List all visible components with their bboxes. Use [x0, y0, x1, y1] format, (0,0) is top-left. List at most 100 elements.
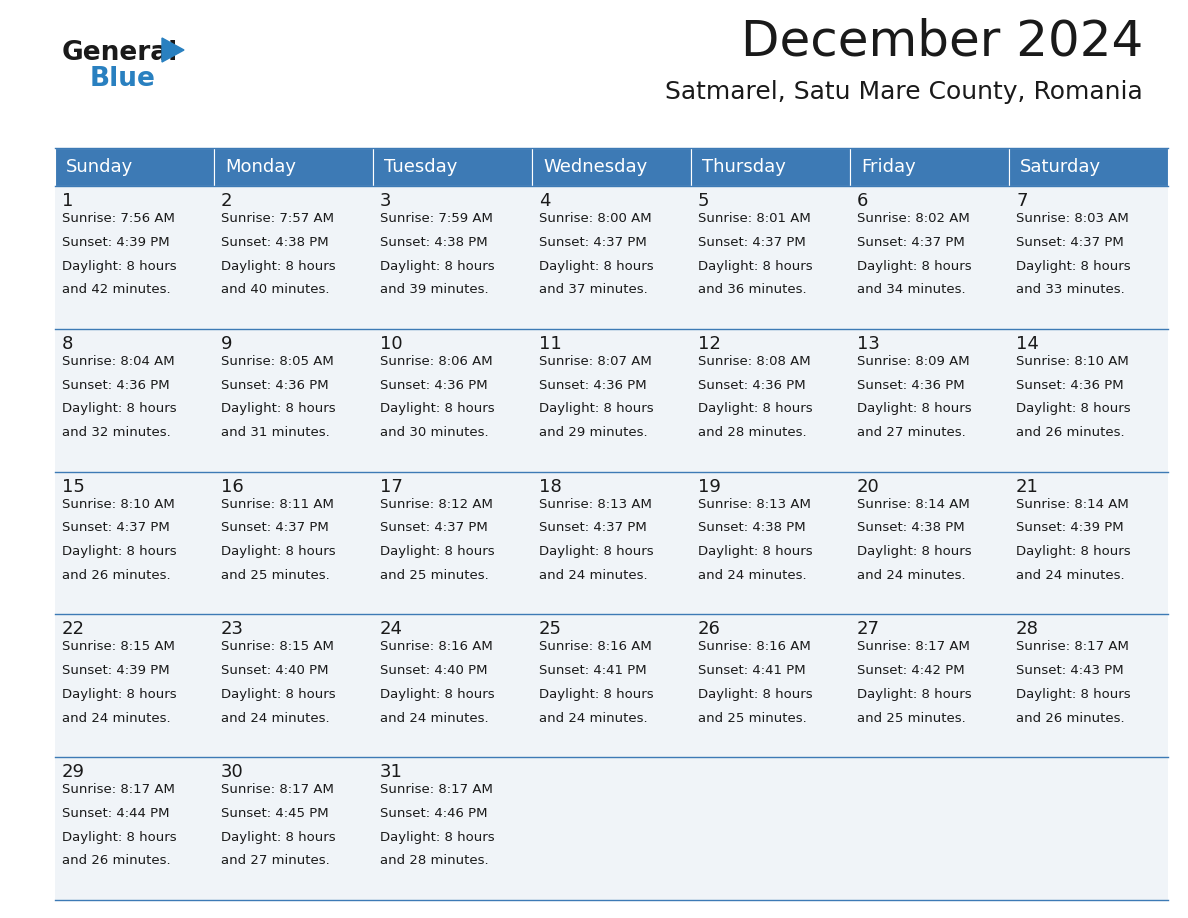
Bar: [691, 614, 849, 757]
Text: Daylight: 8 hours: Daylight: 8 hours: [221, 545, 336, 558]
Text: Sunset: 4:46 PM: Sunset: 4:46 PM: [380, 807, 487, 820]
Text: Sunset: 4:41 PM: Sunset: 4:41 PM: [539, 664, 646, 677]
Text: Sunrise: 8:17 AM: Sunrise: 8:17 AM: [221, 783, 334, 796]
Text: Daylight: 8 hours: Daylight: 8 hours: [1016, 402, 1131, 415]
Bar: [532, 757, 691, 900]
Text: Sunrise: 8:14 AM: Sunrise: 8:14 AM: [857, 498, 969, 510]
Text: and 30 minutes.: and 30 minutes.: [380, 426, 488, 439]
Text: Daylight: 8 hours: Daylight: 8 hours: [62, 260, 177, 273]
Bar: [373, 472, 532, 614]
Text: and 28 minutes.: and 28 minutes.: [699, 426, 807, 439]
Text: Sunrise: 8:17 AM: Sunrise: 8:17 AM: [380, 783, 493, 796]
Text: Sunset: 4:36 PM: Sunset: 4:36 PM: [62, 378, 170, 392]
Text: 26: 26: [699, 621, 721, 638]
Text: Sunrise: 8:10 AM: Sunrise: 8:10 AM: [62, 498, 175, 510]
Text: 21: 21: [1016, 477, 1038, 496]
Bar: [1009, 148, 1168, 186]
Bar: [849, 614, 1009, 757]
Text: and 25 minutes.: and 25 minutes.: [221, 569, 330, 582]
Text: 1: 1: [62, 192, 74, 210]
Bar: [691, 329, 849, 472]
Text: 3: 3: [380, 192, 392, 210]
Text: Sunrise: 8:01 AM: Sunrise: 8:01 AM: [699, 212, 810, 225]
Text: Sunset: 4:38 PM: Sunset: 4:38 PM: [699, 521, 805, 534]
Text: Sunrise: 8:07 AM: Sunrise: 8:07 AM: [539, 354, 652, 368]
Text: Daylight: 8 hours: Daylight: 8 hours: [221, 260, 336, 273]
Text: and 42 minutes.: and 42 minutes.: [62, 284, 171, 297]
Text: 9: 9: [221, 335, 233, 353]
Bar: [55, 186, 214, 329]
Bar: [55, 472, 214, 614]
Text: and 24 minutes.: and 24 minutes.: [380, 711, 488, 724]
Bar: [849, 329, 1009, 472]
Text: Sunrise: 8:03 AM: Sunrise: 8:03 AM: [1016, 212, 1129, 225]
Text: Blue: Blue: [90, 66, 156, 92]
Text: Sunrise: 8:05 AM: Sunrise: 8:05 AM: [221, 354, 334, 368]
Text: 20: 20: [857, 477, 880, 496]
Text: General: General: [62, 40, 178, 66]
Text: and 24 minutes.: and 24 minutes.: [1016, 569, 1125, 582]
Text: Sunset: 4:38 PM: Sunset: 4:38 PM: [857, 521, 965, 534]
Text: Sunset: 4:36 PM: Sunset: 4:36 PM: [699, 378, 805, 392]
Bar: [373, 186, 532, 329]
Bar: [373, 614, 532, 757]
Bar: [214, 472, 373, 614]
Text: Sunrise: 8:16 AM: Sunrise: 8:16 AM: [380, 641, 493, 654]
Text: Saturday: Saturday: [1020, 158, 1101, 176]
Text: 22: 22: [62, 621, 86, 638]
Text: Sunset: 4:43 PM: Sunset: 4:43 PM: [1016, 664, 1124, 677]
Text: 5: 5: [699, 192, 709, 210]
Text: Daylight: 8 hours: Daylight: 8 hours: [221, 688, 336, 701]
Bar: [373, 757, 532, 900]
Text: Daylight: 8 hours: Daylight: 8 hours: [1016, 688, 1131, 701]
Text: Sunrise: 8:12 AM: Sunrise: 8:12 AM: [380, 498, 493, 510]
Bar: [532, 614, 691, 757]
Text: and 26 minutes.: and 26 minutes.: [62, 569, 171, 582]
Text: Daylight: 8 hours: Daylight: 8 hours: [380, 831, 494, 844]
Text: Daylight: 8 hours: Daylight: 8 hours: [62, 402, 177, 415]
Text: Sunset: 4:38 PM: Sunset: 4:38 PM: [380, 236, 487, 249]
Text: Sunrise: 8:10 AM: Sunrise: 8:10 AM: [1016, 354, 1129, 368]
Text: Sunrise: 8:04 AM: Sunrise: 8:04 AM: [62, 354, 175, 368]
Text: Sunset: 4:37 PM: Sunset: 4:37 PM: [380, 521, 488, 534]
Text: 2: 2: [221, 192, 233, 210]
Text: Sunset: 4:36 PM: Sunset: 4:36 PM: [380, 378, 487, 392]
Bar: [214, 148, 373, 186]
Text: 10: 10: [380, 335, 403, 353]
Text: and 26 minutes.: and 26 minutes.: [1016, 711, 1125, 724]
Bar: [849, 472, 1009, 614]
Text: Sunset: 4:42 PM: Sunset: 4:42 PM: [857, 664, 965, 677]
Text: and 40 minutes.: and 40 minutes.: [221, 284, 329, 297]
Text: Sunrise: 8:14 AM: Sunrise: 8:14 AM: [1016, 498, 1129, 510]
Text: Daylight: 8 hours: Daylight: 8 hours: [221, 831, 336, 844]
Text: 15: 15: [62, 477, 84, 496]
Text: 31: 31: [380, 763, 403, 781]
Text: Sunrise: 8:13 AM: Sunrise: 8:13 AM: [539, 498, 652, 510]
Text: Sunrise: 8:16 AM: Sunrise: 8:16 AM: [699, 641, 810, 654]
Text: Sunrise: 8:17 AM: Sunrise: 8:17 AM: [857, 641, 969, 654]
Bar: [214, 614, 373, 757]
Text: Daylight: 8 hours: Daylight: 8 hours: [1016, 260, 1131, 273]
Text: Sunrise: 8:17 AM: Sunrise: 8:17 AM: [62, 783, 175, 796]
Text: Sunrise: 8:13 AM: Sunrise: 8:13 AM: [699, 498, 811, 510]
Bar: [1009, 757, 1168, 900]
Bar: [532, 186, 691, 329]
Bar: [1009, 614, 1168, 757]
Text: 24: 24: [380, 621, 403, 638]
Text: Tuesday: Tuesday: [384, 158, 457, 176]
Text: Sunrise: 8:00 AM: Sunrise: 8:00 AM: [539, 212, 652, 225]
Text: Sunrise: 7:56 AM: Sunrise: 7:56 AM: [62, 212, 175, 225]
Text: Sunset: 4:36 PM: Sunset: 4:36 PM: [221, 378, 329, 392]
Text: 13: 13: [857, 335, 880, 353]
Bar: [214, 329, 373, 472]
Text: Daylight: 8 hours: Daylight: 8 hours: [380, 260, 494, 273]
Text: 18: 18: [539, 477, 562, 496]
Text: and 24 minutes.: and 24 minutes.: [539, 569, 647, 582]
Text: Sunset: 4:37 PM: Sunset: 4:37 PM: [221, 521, 329, 534]
Text: 16: 16: [221, 477, 244, 496]
Text: Sunset: 4:37 PM: Sunset: 4:37 PM: [539, 521, 646, 534]
Text: Sunrise: 7:59 AM: Sunrise: 7:59 AM: [380, 212, 493, 225]
Text: Daylight: 8 hours: Daylight: 8 hours: [380, 402, 494, 415]
Bar: [1009, 186, 1168, 329]
Text: Sunset: 4:40 PM: Sunset: 4:40 PM: [221, 664, 329, 677]
